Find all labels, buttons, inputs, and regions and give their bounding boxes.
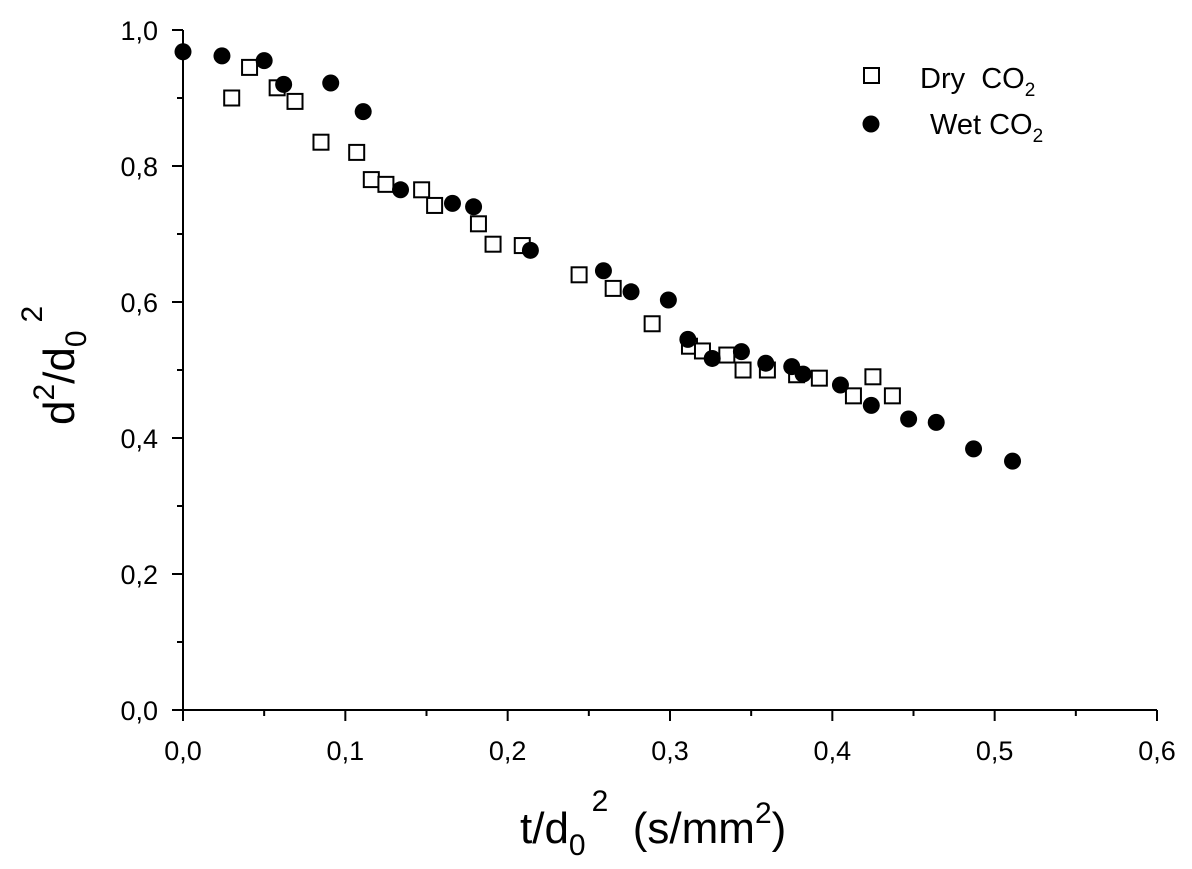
y-tick-label: 0,6 [120,288,158,318]
x-tick-labels: 0,0 0,1 0,2 0,3 0,4 0,5 0,6 [164,736,1176,766]
series-dry-co2 [223,58,901,405]
data-point-wet [1004,452,1022,470]
data-point-wet [679,330,697,348]
legend: Dry CO2 Wet CO2 [862,63,1043,147]
y-tick-label: 0,8 [120,152,158,182]
legend-label-dry: Dry CO2 [920,63,1035,101]
data-point-wet [659,291,677,309]
x-tick-label: 0,4 [814,736,852,766]
data-point-wet [354,103,372,121]
series-wet-co2 [174,43,1022,470]
data-point-dry [286,92,304,110]
data-point-wet [443,194,461,212]
data-point-wet [255,52,273,70]
x-ticks [182,710,1158,721]
data-point-wet [594,262,612,280]
data-point-dry [864,368,882,386]
data-point-wet [521,241,539,259]
x-tick-label: 0,2 [489,736,527,766]
legend-marker-wet [862,115,880,133]
data-point-dry [426,196,444,214]
data-point-dry [362,171,380,189]
data-point-dry [348,143,366,161]
data-point-wet [862,396,880,414]
data-point-dry [844,387,862,405]
x-tick-label: 0,5 [976,736,1014,766]
data-point-dry [570,266,588,284]
data-point-wet [757,354,775,372]
data-point-wet [174,43,192,61]
legend-label-wet: Wet CO2 [930,109,1043,147]
data-point-dry [734,361,752,379]
x-tick-label: 0,6 [1138,736,1176,766]
data-point-wet [275,75,293,93]
x-tick-label: 0,1 [327,736,365,766]
data-point-wet [465,198,483,216]
data-point-wet [703,349,721,367]
y-tick-label: 0,0 [120,696,158,726]
data-point-dry [241,58,259,76]
x-axis-title: t/d02 (s/mm2) [520,785,786,862]
data-point-dry [810,369,828,387]
x-tick-label: 0,0 [164,736,202,766]
data-point-dry [413,181,431,199]
legend-marker-dry [863,67,880,84]
data-point-dry [377,175,395,193]
data-point-wet [622,283,640,301]
data-point-dry [718,346,736,364]
data-point-wet [732,343,750,361]
data-point-wet [900,410,918,428]
y-tick-label: 0,4 [120,424,158,454]
y-axis-title: d2/d02 [16,306,93,425]
data-point-wet [927,413,945,431]
data-point-dry [484,235,502,253]
data-point-wet [831,376,849,394]
data-point-dry [883,387,901,405]
data-point-dry [643,315,661,333]
data-point-dry [604,279,622,297]
y-tick-labels: 0,0 0,2 0,4 0,6 0,8 1,0 [120,16,158,726]
data-point-wet [213,47,231,65]
y-tick-label: 0,2 [120,560,158,590]
data-point-wet [322,74,340,92]
y-tick-label: 1,0 [120,16,158,46]
data-point-dry [223,89,241,107]
x-tick-label: 0,3 [651,736,689,766]
y-ticks [172,29,183,711]
data-point-dry [469,215,487,233]
data-point-wet [965,440,983,458]
data-point-wet [794,365,812,383]
data-point-dry [312,133,330,151]
data-point-wet [392,181,410,199]
